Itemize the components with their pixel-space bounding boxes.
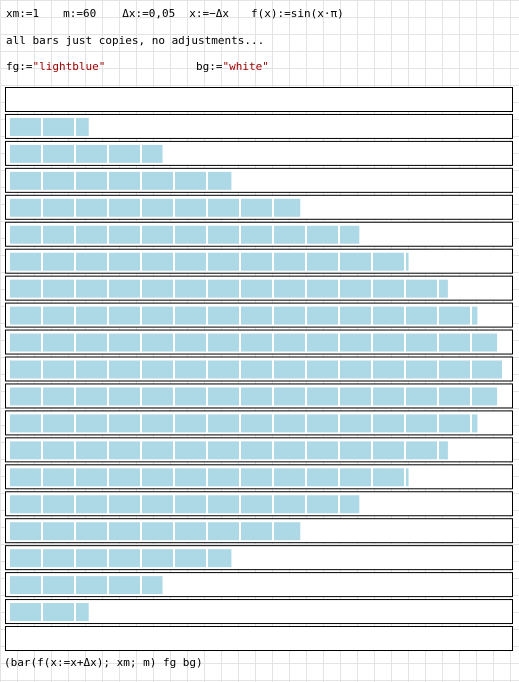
comment: all bars just copies, no adjustments...	[6, 34, 265, 47]
bar	[10, 252, 409, 271]
definition: xm:=1	[6, 7, 40, 20]
bar	[10, 279, 448, 298]
bar	[10, 414, 478, 433]
label: fg:=	[6, 60, 33, 73]
bar	[10, 387, 498, 406]
bar-frame	[5, 599, 513, 625]
bar	[10, 360, 502, 379]
definition: m:=60	[63, 7, 97, 20]
bar	[10, 549, 232, 568]
value: "white"	[222, 60, 269, 73]
value: "lightblue"	[32, 60, 106, 73]
definition: Δx:=0,05	[122, 7, 176, 20]
definition: f(x):=sin(x·π)	[250, 7, 344, 20]
bar	[10, 468, 409, 487]
bar	[10, 522, 301, 541]
bar	[10, 603, 89, 622]
bar	[10, 171, 232, 190]
expression: (bar(f(x:=x+Δx); xm; m) fg bg)	[4, 656, 203, 669]
definitions: xm:=1 m:=60 Δx:=0,05 x:=−Δx f(x):=sin(x·π)	[6, 7, 344, 20]
bar	[10, 495, 360, 514]
bar	[10, 144, 163, 163]
bar-frame	[5, 626, 513, 651]
bar	[10, 198, 301, 217]
bar	[10, 576, 163, 595]
bar-frame	[5, 113, 513, 139]
bar	[10, 117, 89, 136]
label: bg:=	[196, 60, 223, 73]
bar-frame	[5, 87, 513, 112]
bar	[10, 306, 478, 325]
bar	[10, 333, 498, 352]
bar	[10, 225, 360, 244]
bar	[10, 441, 448, 460]
bg-def: bg:="white"	[196, 60, 269, 73]
definition: x:=−Δx	[189, 7, 229, 20]
fg-def: fg:="lightblue"	[6, 60, 105, 73]
